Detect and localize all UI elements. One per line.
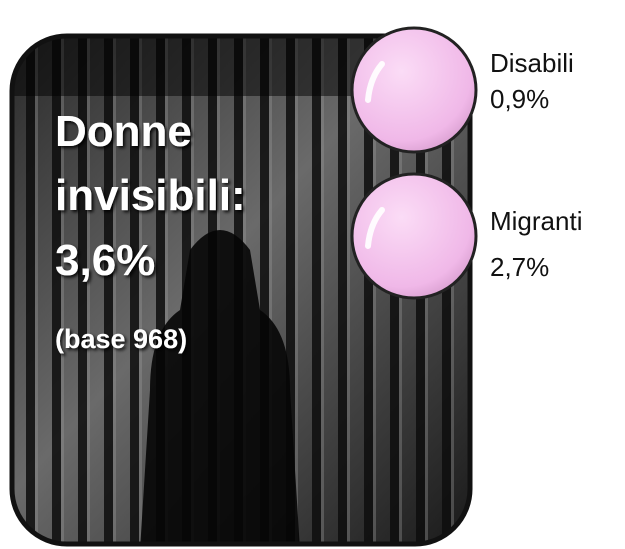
bubble-value: 0,9% [490, 84, 549, 114]
title-line: Donne [55, 107, 192, 156]
bubble [352, 174, 476, 298]
bubble-label: Migranti [490, 206, 582, 236]
card-title: Donne [55, 107, 192, 156]
card-title: invisibili: [55, 171, 246, 220]
card-note: (base 968) [55, 324, 187, 354]
bubble-value: 2,7% [490, 252, 549, 282]
infographic: Donne invisibili: 3,6% (base 968) Disabi… [0, 0, 625, 549]
title-line: invisibili: [55, 171, 246, 220]
page: {"card": {"title": "Donne invisibili:", … [0, 0, 625, 549]
card-value: 3,6% [55, 236, 155, 285]
bubble-label: Disabili [490, 48, 574, 78]
bubble [352, 28, 476, 152]
